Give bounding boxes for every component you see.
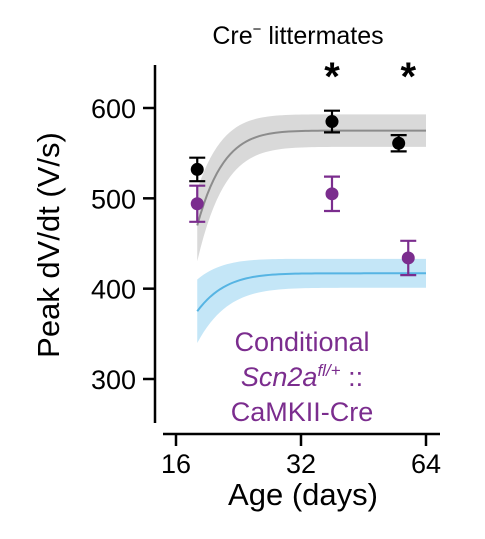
- x-tick-label: 64: [411, 449, 441, 479]
- point-0: [323, 109, 340, 134]
- data-marker: [325, 187, 339, 201]
- y-axis-label: Peak dV/dt (V/s): [31, 132, 66, 358]
- fit-band-0: [197, 114, 426, 262]
- conditional-label-line2: Scn2afl/+ ::: [241, 361, 363, 392]
- x-tick-label: 16: [161, 449, 191, 479]
- x-ticks: 16 32 64: [161, 434, 441, 479]
- y-tick-label: 300: [91, 365, 136, 395]
- significance-asterisk: *: [400, 55, 416, 99]
- fit-band-1: [197, 258, 426, 344]
- chart-title-rest: littermates: [261, 22, 383, 50]
- gene-separator: ::: [341, 362, 364, 392]
- fit-line-1: [196, 272, 426, 312]
- point-1: [323, 175, 340, 213]
- x-tick-label: 32: [286, 449, 316, 479]
- significance-markers: * *: [324, 55, 416, 99]
- x-axis-label: Age (days): [228, 477, 378, 512]
- point-0: [189, 156, 206, 183]
- significance-asterisk: *: [324, 55, 340, 99]
- chart-title-sup: −: [253, 21, 262, 38]
- y-ticks: 300 400 500 600: [91, 94, 155, 395]
- fit-curves: [196, 129, 427, 312]
- data-marker: [190, 162, 204, 176]
- conditional-label-line1: Conditional: [234, 327, 369, 357]
- point-1: [400, 239, 417, 277]
- data-marker: [325, 115, 339, 129]
- fit-line-0: [196, 129, 427, 226]
- gene-allele: fl/+: [317, 361, 340, 380]
- data-marker: [190, 197, 204, 211]
- data-marker: [392, 136, 406, 150]
- point-1: [189, 184, 206, 223]
- y-tick-label: 500: [91, 184, 136, 214]
- chart-title: Cre− littermates: [212, 21, 383, 50]
- fit-bands: [197, 114, 426, 344]
- conditional-label-line3: CaMKII-Cre: [231, 397, 374, 427]
- y-tick-label: 400: [91, 275, 136, 305]
- gene-name: Scn2a: [241, 362, 318, 392]
- chart-title-main: Cre: [212, 22, 252, 50]
- data-points: [189, 109, 417, 277]
- y-tick-label: 600: [91, 94, 136, 124]
- point-0: [390, 134, 407, 153]
- data-marker: [401, 251, 415, 265]
